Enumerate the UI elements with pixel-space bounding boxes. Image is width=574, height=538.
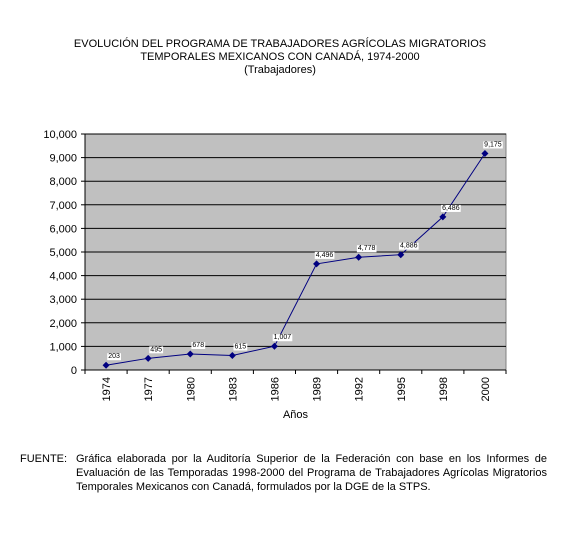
- data-label: 678: [192, 342, 204, 349]
- chart-title-line2: TEMPORALES MEXICANOS CON CANADÁ, 1974-20…: [140, 51, 420, 63]
- data-label: 6,486: [442, 205, 460, 212]
- data-label-bg: [272, 334, 293, 342]
- data-labels: 203 495 678 615 1,007 4,496 4,778 4,886 6,486 9,1…: [107, 141, 503, 361]
- data-point: [439, 213, 447, 221]
- x-tick-label: 1995: [396, 377, 408, 401]
- x-tick-label: 1989: [312, 377, 324, 401]
- data-point: [313, 260, 321, 268]
- data-point: [102, 361, 110, 369]
- line-chart: 0 1,000 2,000 3,000 4,000 5,000 6,000 7,000 8,00…: [43, 129, 507, 421]
- data-point: [270, 342, 278, 350]
- y-tick-label: 4,000: [49, 271, 77, 283]
- x-tick-label: 1977: [143, 377, 155, 401]
- data-label: 495: [150, 346, 162, 353]
- y-tick-label: 7,000: [49, 200, 77, 212]
- x-tick-label: 1992: [354, 377, 366, 401]
- x-axis: 1974 1977 1980 1983 1986 1989 1992 1995 1998 2000: [84, 369, 507, 401]
- data-label: 615: [235, 343, 247, 350]
- data-label: 9,175: [484, 141, 502, 148]
- x-tick-label: 1974: [101, 377, 113, 401]
- y-tick-label: 2,000: [49, 318, 77, 330]
- data-point: [481, 149, 489, 157]
- y-tick-label: 0: [71, 365, 77, 377]
- data-label-bg: [107, 353, 121, 361]
- data-label: 203: [108, 353, 120, 360]
- data-label-bg: [398, 242, 419, 250]
- chart-subtitle: (Trabajadores): [244, 64, 316, 76]
- chart-title: EVOLUCIÓN DEL PROGRAMA DE TRABAJADORES A…: [73, 38, 487, 50]
- data-label-bg: [356, 245, 377, 253]
- x-tick-label: 1998: [438, 377, 450, 401]
- data-label: 4,496: [316, 252, 334, 259]
- y-axis: 0 1,000 2,000 3,000 4,000 5,000 6,000 7,000 8,00…: [43, 129, 86, 377]
- data-label: 4,778: [358, 245, 376, 252]
- x-tick-label: 1980: [185, 377, 197, 401]
- data-point: [186, 350, 194, 358]
- y-tick-label: 6,000: [49, 223, 77, 235]
- y-tick-label: 1,000: [49, 341, 77, 353]
- data-label-bg: [483, 141, 503, 149]
- source-text: Gráfica elaborada por la Auditoría Super…: [76, 453, 547, 493]
- y-tick-label: 5,000: [49, 247, 77, 259]
- x-tick-label: 2000: [480, 377, 492, 401]
- data-label-bg: [191, 341, 206, 349]
- y-tick-label: 10,000: [43, 129, 77, 141]
- y-tick-label: 9,000: [49, 153, 77, 165]
- data-label-bg: [314, 251, 335, 259]
- data-point: [228, 351, 236, 359]
- data-label-bg: [441, 204, 461, 212]
- data-label: 4,886: [400, 243, 418, 250]
- series-line: [105, 153, 486, 366]
- x-axis-label: Años: [283, 409, 309, 421]
- data-point: [355, 253, 363, 261]
- data-label: 1,007: [274, 334, 292, 341]
- data-points: [102, 149, 489, 369]
- source-label: FUENTE:: [20, 453, 68, 465]
- y-tick-label: 8,000: [49, 176, 77, 188]
- data-label-bg: [233, 343, 248, 351]
- x-tick-label: 1983: [227, 377, 239, 401]
- data-label-bg: [149, 346, 164, 354]
- x-tick-label: 1986: [269, 377, 281, 401]
- data-point: [144, 354, 152, 362]
- data-point: [397, 251, 405, 259]
- y-tick-label: 3,000: [49, 294, 77, 306]
